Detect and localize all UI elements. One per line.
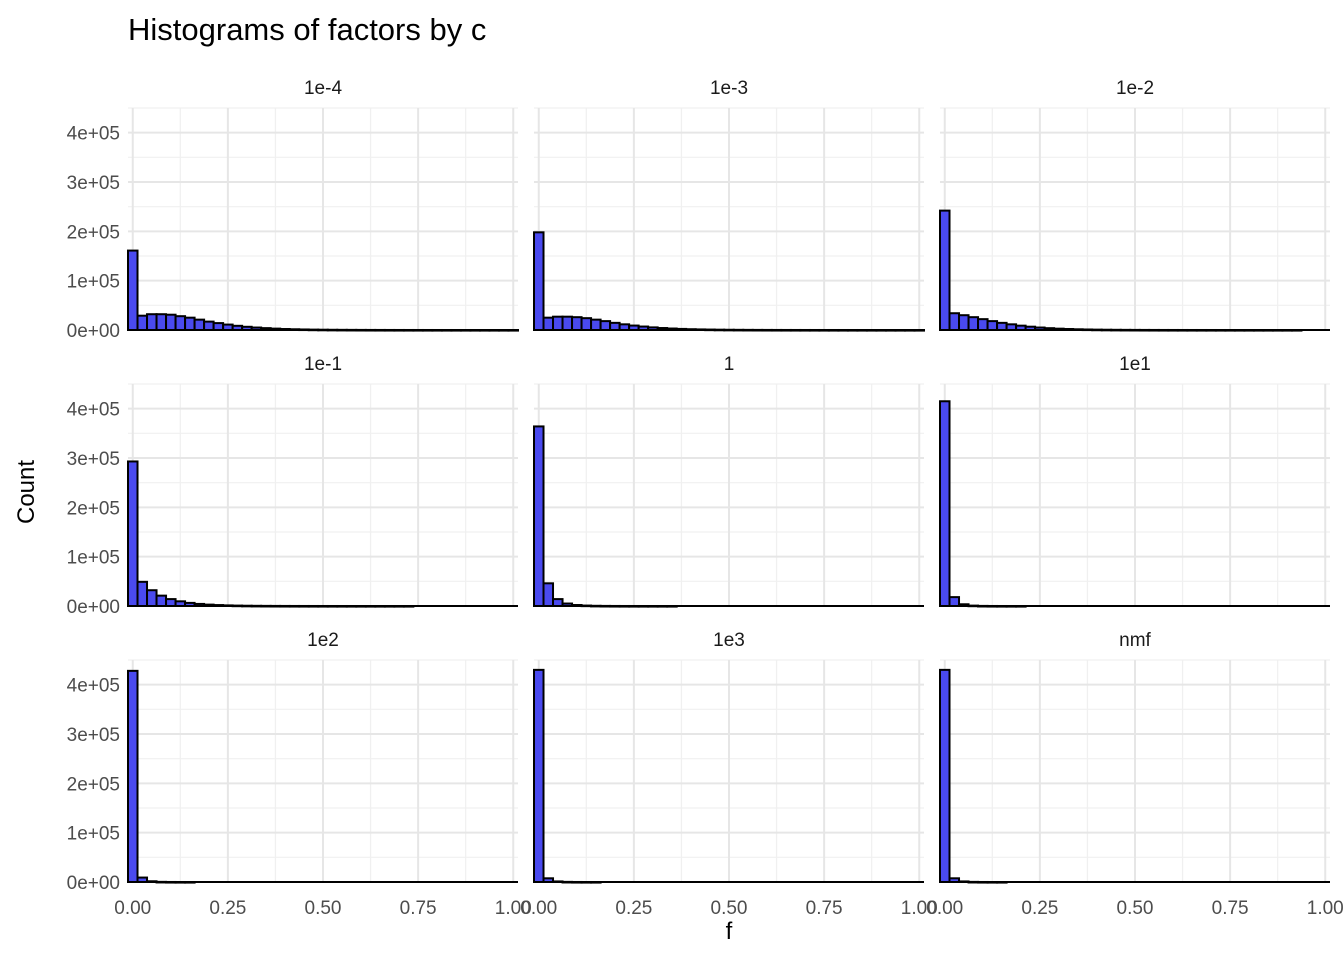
histogram-bar: [948, 596, 961, 607]
facet-panel: 1: [533, 354, 924, 608]
y-tick-label: 4e+05: [67, 676, 120, 697]
x-tick-label: 1.00: [1307, 898, 1344, 919]
facet-panel: 1e-2: [939, 78, 1330, 332]
histogram-bar: [155, 313, 168, 332]
histogram-bar: [127, 249, 139, 331]
histogram-bar: [533, 231, 545, 332]
histogram-bar: [212, 322, 225, 331]
histogram-bar: [542, 316, 555, 331]
histogram-bar: [542, 582, 555, 607]
facet-panel: 1e-4 0e+00 1e+05 2e+05 3e+05 4e+05: [67, 78, 519, 342]
x-tick-label: 0.50: [1117, 898, 1154, 919]
y-tick-label: 3e+05: [67, 725, 120, 746]
x-tick-label: 0.75: [400, 898, 437, 919]
histogram-bar: [136, 314, 149, 331]
histogram-bar: [136, 580, 149, 607]
facet-panel: 1e-1 0e+00 1e+05 2e+05 3e+05 4e+05: [67, 354, 518, 618]
x-tick-label: 1.00: [495, 898, 532, 919]
histogram-bar: [939, 400, 951, 607]
histogram-bar: [146, 589, 158, 607]
y-tick-label: 4e+05: [67, 400, 120, 421]
x-tick-label: 0.00: [520, 898, 557, 919]
y-tick-label: 3e+05: [67, 173, 120, 194]
x-tick-label: 0.50: [711, 898, 748, 919]
facet-panel: 1e3 0.00 0.25 0.50 0.75 1.00: [520, 630, 937, 919]
histogram-bar: [155, 594, 168, 608]
y-tick-label: 2e+05: [67, 498, 120, 519]
histogram-bar: [939, 209, 951, 331]
facet-strip-label: nmf: [1119, 630, 1151, 651]
histogram-bar: [967, 316, 980, 332]
histogram-bar: [552, 315, 564, 331]
facet-strip-label: 1e-4: [304, 78, 342, 99]
histogram-bar: [939, 668, 951, 883]
facet-panel: nmf 0.00 0.25 0.50 0.75 1.00: [926, 630, 1343, 919]
histogram-bar: [561, 315, 574, 331]
facet-strip-label: 1e2: [307, 630, 339, 651]
facet-strip-label: 1e-1: [304, 354, 342, 375]
facet-panel: 1e1: [939, 354, 1330, 608]
facet-strip-label: 1e-2: [1116, 78, 1154, 99]
histogram-bar: [184, 316, 196, 331]
x-tick-label: 0.75: [806, 898, 843, 919]
histogram-bar: [590, 318, 602, 332]
facet-strip-label: 1e3: [713, 630, 745, 651]
x-tick-label: 0.50: [305, 898, 342, 919]
facet-panel: 1e-3: [533, 78, 925, 332]
x-tick-label: 0.25: [209, 898, 246, 919]
y-tick-label: 0e+00: [67, 321, 120, 342]
histogram-bar: [174, 315, 187, 332]
x-tick-label: 0.25: [615, 898, 652, 919]
facet-strip-label: 1: [724, 354, 735, 375]
x-tick-label: 0.00: [926, 898, 963, 919]
histogram-bar: [571, 316, 583, 332]
facet-panels: 1e-4 0e+00 1e+05 2e+05 3e+05 4e+05 1e-3 1e-2 1e-…: [67, 78, 1344, 919]
x-tick-label: 1.00: [901, 898, 938, 919]
y-tick-label: 0e+00: [67, 873, 120, 894]
histogram-bar: [977, 318, 989, 332]
histogram-bar: [996, 321, 1008, 332]
histogram-bar: [948, 312, 961, 331]
histogram-bar: [552, 598, 564, 607]
histogram-bar: [127, 669, 139, 883]
histogram-bar: [958, 314, 970, 332]
histogram-bar: [146, 313, 158, 332]
y-tick-label: 3e+05: [67, 449, 120, 470]
y-tick-label: 2e+05: [67, 222, 120, 243]
histogram-bar: [127, 460, 139, 607]
x-tick-label: 0.00: [114, 898, 151, 919]
histogram-bar: [533, 668, 545, 883]
y-axis-title: Count: [13, 460, 40, 524]
x-tick-label: 0.25: [1021, 898, 1058, 919]
histogram-bar: [165, 313, 177, 331]
chart-title: Histograms of factors by c: [128, 12, 486, 47]
histogram-bar: [609, 321, 621, 332]
y-tick-label: 1e+05: [67, 272, 120, 293]
histogram-bar: [599, 320, 612, 331]
x-tick-label: 0.75: [1212, 898, 1249, 919]
histogram-bar: [165, 598, 177, 607]
y-tick-label: 4e+05: [67, 124, 120, 145]
facet-strip-label: 1e1: [1119, 354, 1151, 375]
histogram-bar: [986, 320, 999, 331]
histogram-bar: [193, 318, 206, 332]
histogram-bar: [533, 425, 545, 607]
histogram-bar: [203, 320, 215, 332]
y-tick-label: 1e+05: [67, 824, 120, 845]
y-tick-label: 1e+05: [67, 548, 120, 569]
y-tick-label: 0e+00: [67, 597, 120, 618]
facet-panel: 1e2 0e+00 1e+05 2e+05 3e+05 4e+05 0.00 0.25 0.50…: [67, 630, 532, 919]
y-tick-label: 2e+05: [67, 774, 120, 795]
histogram-bar: [580, 317, 593, 332]
x-axis-title: f: [726, 918, 733, 945]
facet-strip-label: 1e-3: [710, 78, 748, 99]
